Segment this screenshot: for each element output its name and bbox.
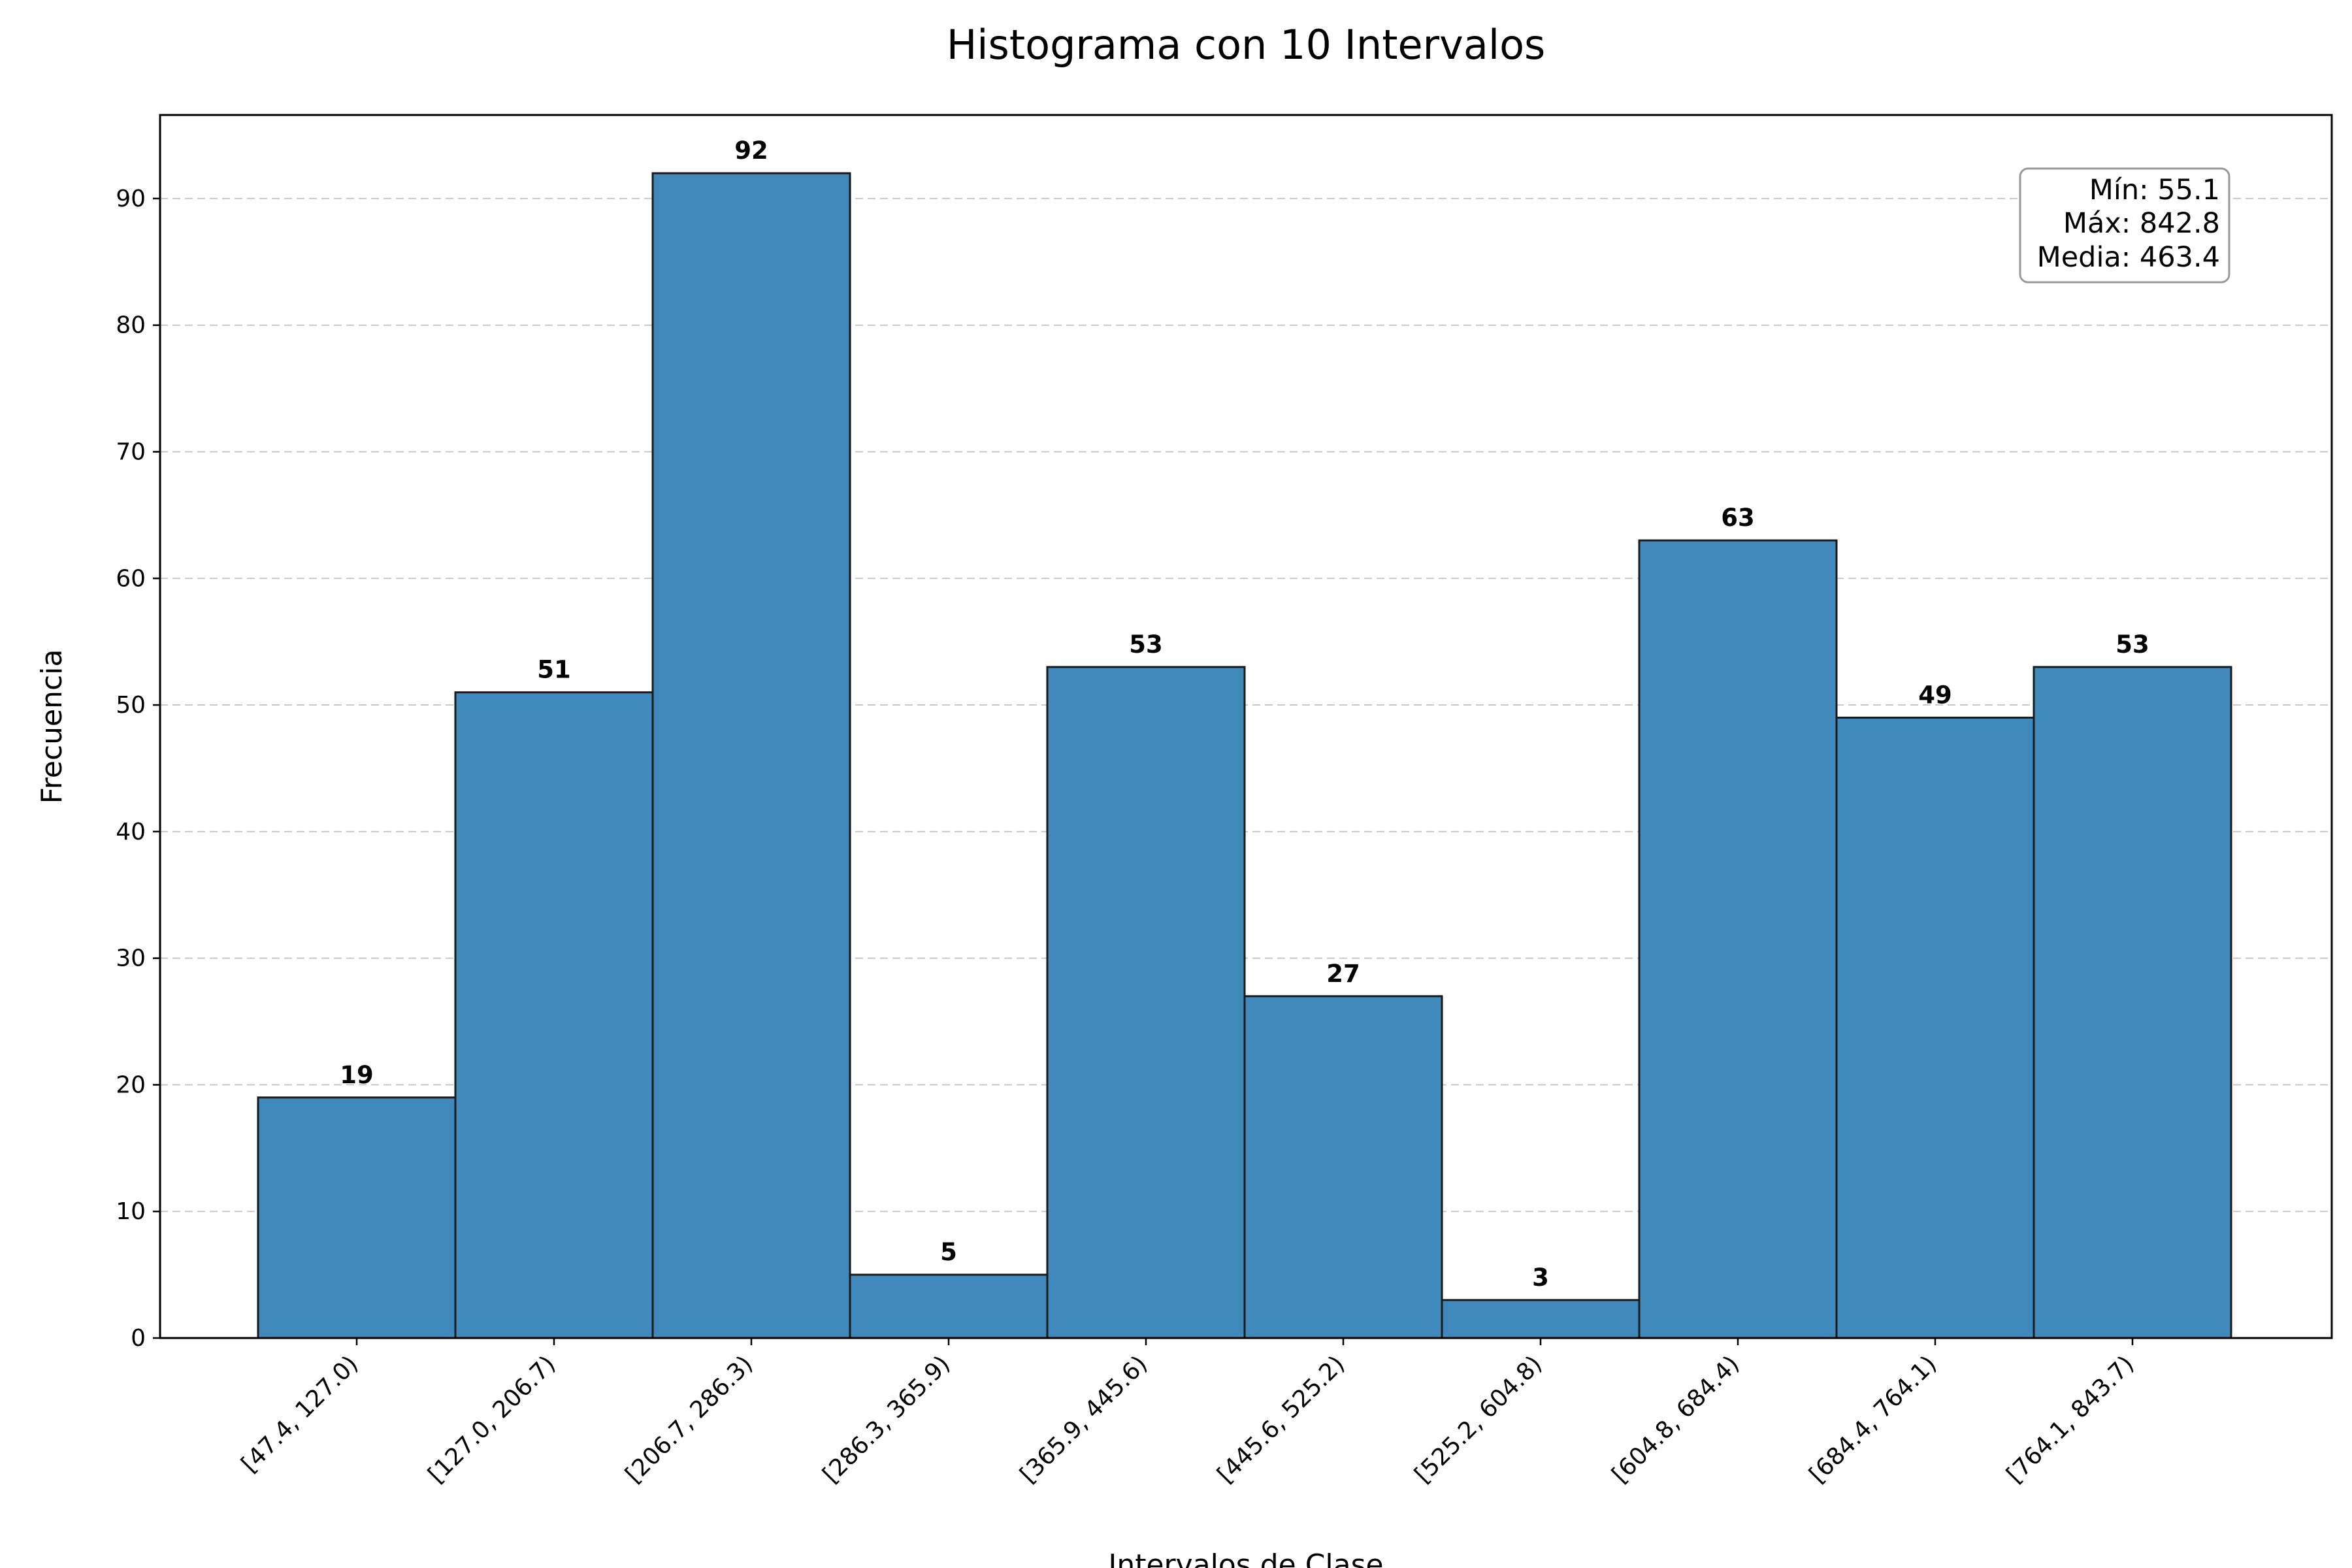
y-tick-label: 60 — [116, 565, 146, 592]
y-tick-label: 70 — [116, 438, 146, 465]
bars — [257, 172, 2232, 1339]
histogram-bar — [1046, 666, 1246, 1339]
y-tick-label: 80 — [116, 312, 146, 339]
x-tick-label: [127.0, 206.7) — [423, 1350, 561, 1488]
bar-value-label: 49 — [1918, 681, 1952, 709]
y-tick-label: 90 — [116, 186, 146, 212]
histogram-bar — [1835, 716, 2035, 1339]
y-axis: 0 10 20 30 40 50 60 70 80 90 — [116, 186, 160, 1352]
x-tick-label: [365.9, 445.6) — [1015, 1350, 1153, 1488]
y-tick-label: 10 — [116, 1198, 146, 1225]
y-tick-label: 50 — [116, 692, 146, 719]
x-tick-label: [684.4, 764.1) — [1805, 1350, 1942, 1488]
y-axis-label: Frecuencia — [35, 649, 69, 804]
chart-title: Histograma con 10 Intervalos — [947, 21, 1546, 69]
y-tick-label: 0 — [131, 1325, 146, 1352]
histogram-bar — [849, 1273, 1049, 1339]
x-tick-label: [286.3, 365.9) — [818, 1350, 956, 1488]
x-tick-label: [525.2, 604.8) — [1410, 1350, 1548, 1488]
plot-frame — [159, 114, 2333, 1339]
bar-value-label: 63 — [1721, 504, 1755, 532]
bar-value-label: 3 — [1532, 1264, 1549, 1292]
x-axis: [47.4, 127.0) [127.0, 206.7) [206.7, 286.3… — [237, 1338, 2140, 1488]
histogram-bar — [257, 1096, 457, 1339]
x-tick-label: [764.1, 843.7) — [2002, 1350, 2140, 1488]
histogram-bar — [651, 172, 851, 1339]
stats-min: Mín: 55.1 — [2089, 174, 2220, 206]
y-tick-label: 40 — [116, 819, 146, 845]
bar-labels: 19 51 92 5 53 27 3 63 49 53 — [340, 137, 2149, 1292]
bar-value-label: 19 — [340, 1061, 374, 1089]
histogram-bar — [2033, 666, 2232, 1339]
stats-box-frame — [2019, 167, 2230, 284]
x-tick-label: [604.8, 684.4) — [1607, 1350, 1745, 1488]
stats-box: Mín: 55.1 Máx: 842.8 Media: 463.4 — [2019, 167, 2230, 284]
x-axis-label: Intervalos de Clase — [1108, 1548, 1383, 1568]
bar-value-label: 5 — [940, 1238, 957, 1266]
stats-max: Máx: 842.8 — [2063, 207, 2220, 240]
histogram-bar — [1243, 995, 1443, 1339]
stats-mean: Media: 463.4 — [2037, 241, 2220, 274]
x-tick-label: [47.4, 127.0) — [237, 1350, 364, 1478]
bar-value-label: 51 — [537, 656, 571, 684]
histogram-bar — [454, 691, 654, 1339]
bar-value-label: 27 — [1326, 960, 1360, 988]
x-tick-label: [445.6, 525.2) — [1213, 1350, 1350, 1488]
bar-value-label: 92 — [734, 137, 768, 165]
y-tick-label: 20 — [116, 1071, 146, 1098]
bar-value-label: 53 — [1129, 630, 1163, 659]
x-tick-label: [206.7, 286.3) — [621, 1350, 759, 1488]
histogram-bar — [1638, 539, 1838, 1339]
bar-value-label: 53 — [2115, 630, 2149, 659]
histogram-bar — [1441, 1299, 1641, 1339]
y-tick-label: 30 — [116, 945, 146, 972]
